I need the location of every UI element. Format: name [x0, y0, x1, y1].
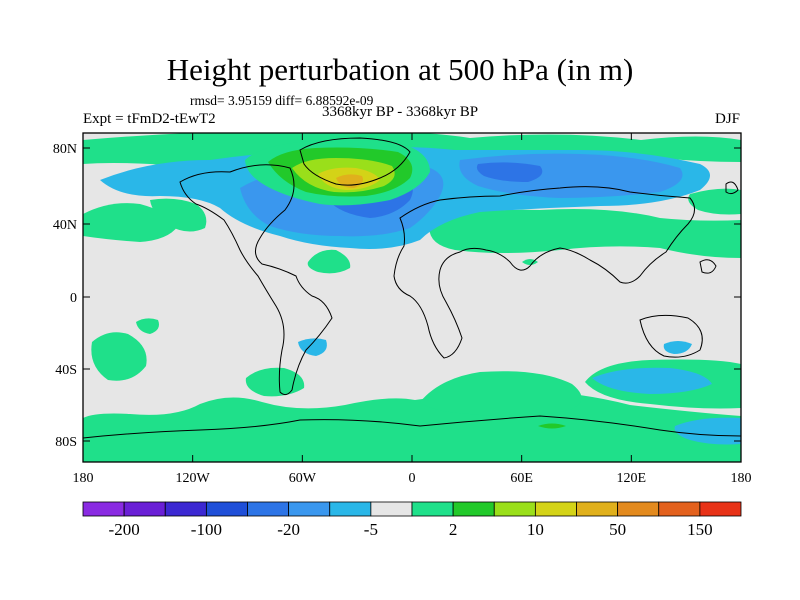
field-region — [429, 209, 741, 258]
colorbar-label: 150 — [687, 520, 713, 539]
stats-label: rmsd= 3.95159 diff= 6.88592e-09 — [190, 93, 374, 108]
field-region — [83, 390, 741, 462]
plot-title: Height perturbation at 500 hPa (in m) — [166, 52, 634, 87]
field-region — [91, 332, 147, 381]
colorbar-swatch — [534, 501, 577, 517]
colorbar-swatch — [288, 501, 331, 517]
colorbar-label: -200 — [109, 520, 140, 539]
field-region — [592, 367, 712, 394]
lon-tick-label: 180 — [73, 471, 94, 486]
field-region — [538, 423, 566, 429]
colorbar-label: -100 — [191, 520, 222, 539]
colorbar-swatch — [247, 501, 290, 517]
colorbar-swatch — [370, 501, 413, 517]
lon-tick-label: 120E — [617, 471, 647, 486]
colorbar-swatch — [658, 501, 701, 517]
lat-tick-label: 80N — [53, 142, 77, 157]
lon-tick-label: 180 — [731, 471, 752, 486]
field-region — [688, 188, 741, 215]
colorbar-swatch — [329, 501, 372, 517]
colorbar-swatch — [164, 501, 207, 517]
longitude-axis: 180 120W 60W 0 60E 120E 180 — [73, 133, 752, 486]
field-region — [674, 417, 741, 445]
colorbar-swatch — [576, 501, 619, 517]
season-label: DJF — [714, 111, 740, 127]
latitude-axis: 80N 40N 0 40S 80S — [53, 142, 741, 450]
field-layer — [83, 133, 741, 462]
coastlines — [83, 137, 741, 439]
field-region — [245, 367, 305, 397]
lat-tick-label: 40S — [55, 363, 77, 378]
colorbar-swatch — [411, 501, 454, 517]
colorbar-swatch — [205, 501, 248, 517]
period-label: 3368kyr BP - 3368kyr BP — [322, 104, 479, 120]
colorbar-swatch — [699, 501, 742, 517]
colorbar-label: -20 — [277, 520, 300, 539]
colorbar-swatch — [452, 501, 495, 517]
colorbar-swatch — [123, 501, 166, 517]
colorbar-label: 10 — [527, 520, 544, 539]
colorbar: -200 -100 -20 -5 2 10 50 150 — [82, 501, 742, 539]
lat-tick-label: 80S — [55, 435, 77, 450]
lon-tick-label: 120W — [176, 471, 211, 486]
lon-tick-label: 60W — [289, 471, 317, 486]
lat-tick-label: 0 — [70, 291, 77, 306]
field-region — [83, 203, 178, 242]
lon-tick-label: 60E — [510, 471, 533, 486]
experiment-label: Expt = tFmD2-tEwT2 — [83, 111, 216, 127]
colorbar-label: 50 — [609, 520, 626, 539]
field-region — [307, 249, 351, 274]
colorbar-swatch — [617, 501, 660, 517]
colorbar-swatch — [82, 501, 125, 517]
field-region — [476, 162, 543, 182]
lat-tick-label: 40N — [53, 218, 77, 233]
field-region — [663, 341, 692, 354]
field-region — [150, 198, 207, 232]
colorbar-label: 2 — [449, 520, 458, 539]
lon-tick-label: 0 — [409, 471, 416, 486]
field-region — [420, 371, 582, 417]
colorbar-label: -5 — [364, 520, 378, 539]
field-region — [136, 318, 159, 334]
colorbar-swatch — [493, 501, 536, 517]
